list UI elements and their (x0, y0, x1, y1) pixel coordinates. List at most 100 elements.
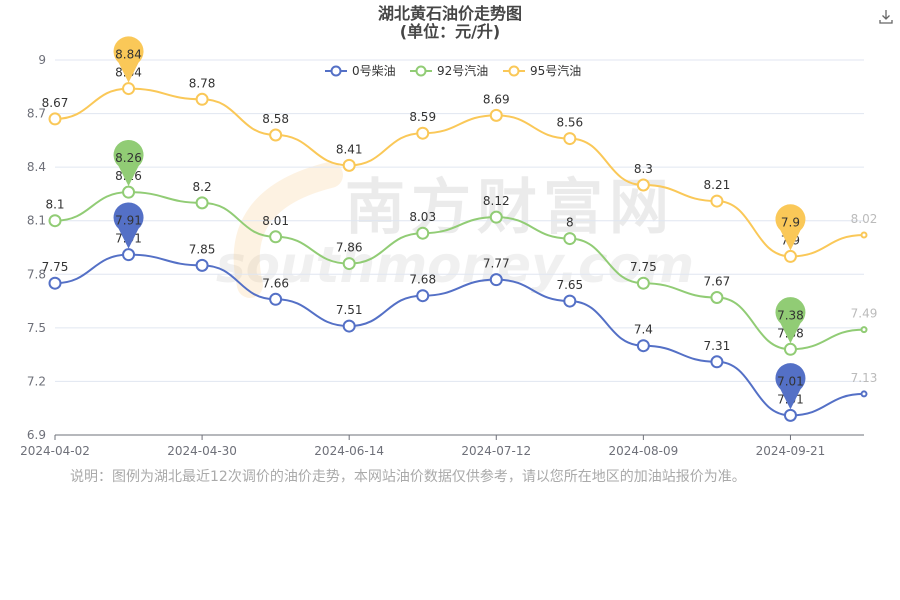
data-point (563, 232, 577, 246)
x-tick-label: 2024-08-09 (608, 444, 678, 458)
x-tick-label: 2024-07-12 (461, 444, 531, 458)
extreme-pin: 7.38 (775, 297, 806, 344)
pin-label: 8.84 (115, 48, 142, 62)
data-label: 8.2 (193, 180, 212, 194)
data-label: 7.75 (42, 260, 69, 274)
pin-shape (113, 36, 144, 83)
data-label: 8.03 (409, 210, 436, 224)
x-tick-label: 2024-06-14 (314, 444, 384, 458)
data-label: 7.9 (781, 233, 800, 247)
pin-label: 7.9 (781, 215, 800, 229)
y-tick-label: 6.9 (27, 428, 46, 442)
data-label: 7.13 (851, 371, 878, 385)
legend-label: 95号汽油 (530, 63, 581, 78)
pin-label: 7.91 (115, 214, 142, 228)
data-label: 8.3 (634, 162, 653, 176)
data-point (860, 231, 868, 239)
data-point (489, 273, 503, 287)
data-point (416, 126, 430, 140)
data-label: 8.1 (45, 198, 64, 212)
data-point (783, 342, 797, 356)
data-label: 7.4 (634, 323, 653, 337)
data-label: 8.02 (851, 212, 878, 226)
data-point (710, 194, 724, 208)
data-label: 7.85 (189, 242, 216, 256)
x-tick-label: 2024-04-30 (167, 444, 237, 458)
data-point (269, 128, 283, 142)
data-point (48, 276, 62, 290)
x-tick-label: 2024-04-02 (20, 444, 90, 458)
extreme-pin: 7.91 (113, 202, 144, 249)
pin-shape (113, 139, 144, 187)
data-point (783, 249, 797, 263)
data-point (563, 132, 577, 146)
data-point (269, 292, 283, 306)
data-point (122, 82, 136, 96)
data-point (489, 210, 503, 224)
extreme-pin: 8.26 (113, 139, 144, 187)
data-label: 7.65 (556, 278, 583, 292)
watermark-url: southmoney.com (216, 236, 694, 294)
data-label: 7.77 (483, 257, 510, 271)
data-point (48, 112, 62, 126)
data-label: 7.31 (704, 339, 731, 353)
legend-marker (508, 65, 520, 77)
data-label: 8.78 (189, 76, 216, 90)
data-label: 7.86 (336, 241, 363, 255)
data-point (195, 258, 209, 272)
extreme-pin: 8.84 (113, 36, 144, 83)
y-tick-label: 7.8 (27, 267, 46, 281)
pin-shape (775, 297, 806, 344)
y-tick-label: 8.7 (27, 107, 46, 121)
data-label: 8.59 (409, 110, 436, 124)
watermark-text: 南方财富网 (345, 173, 675, 243)
watermark-swoosh (233, 162, 343, 298)
y-tick-label: 7.2 (27, 374, 46, 388)
data-point (342, 158, 356, 172)
data-label: 7.91 (115, 232, 142, 246)
series-line (54, 253, 865, 417)
data-point (342, 257, 356, 271)
pin-label: 8.26 (115, 151, 142, 165)
data-point (860, 326, 868, 334)
download-icon[interactable] (876, 6, 896, 26)
data-label: 8.21 (704, 178, 731, 192)
data-label: 7.66 (262, 276, 289, 290)
data-label: 7.49 (851, 307, 878, 321)
y-tick-label: 7.5 (27, 321, 46, 335)
series-line (54, 87, 865, 258)
data-point (710, 291, 724, 304)
y-tick-label: 9 (38, 53, 46, 67)
data-point (342, 319, 356, 333)
data-point (783, 408, 797, 422)
data-point (636, 178, 650, 192)
extreme-pin: 7.9 (775, 204, 806, 251)
legend-label: 0号柴油 (352, 64, 396, 78)
chart-note: 说明：图例为湖北最近12次调价的油价走势，本网站油价数据仅供参考，请以您所在地区… (70, 469, 746, 485)
series-line (54, 191, 865, 351)
pin-label: 7.38 (777, 308, 804, 322)
pin-shape (775, 363, 806, 410)
data-label: 8.12 (483, 194, 510, 208)
legend-marker (415, 65, 427, 77)
data-point (122, 185, 136, 199)
data-point (563, 294, 577, 308)
data-label: 7.67 (704, 275, 731, 289)
data-label: 8.58 (262, 112, 289, 126)
data-point (122, 248, 136, 262)
y-tick-label: 8.4 (27, 160, 46, 174)
data-label: 8.01 (262, 214, 289, 228)
data-label: 8.56 (556, 116, 583, 130)
data-point (195, 196, 209, 210)
data-label: 7.38 (777, 326, 804, 340)
pin-shape (775, 204, 806, 251)
pin-shape (113, 202, 144, 249)
data-point (710, 355, 724, 369)
data-point (48, 214, 62, 228)
data-point (489, 108, 503, 122)
data-point (195, 92, 209, 106)
data-point (636, 339, 650, 353)
extreme-pin: 7.01 (775, 363, 806, 410)
